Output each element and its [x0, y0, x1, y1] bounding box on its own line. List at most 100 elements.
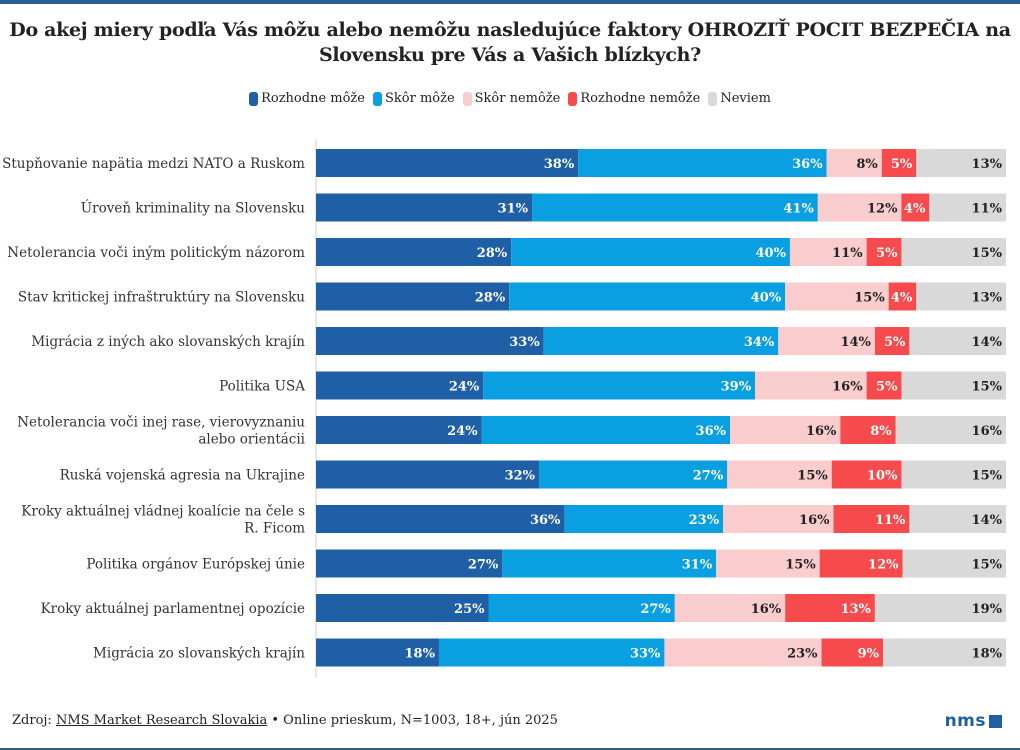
- bar-segment: [438, 638, 665, 667]
- legend: Rozhodne môže Skôr môže Skôr nemôže Rozhodn…: [0, 91, 1020, 106]
- bar-segment: [727, 460, 832, 489]
- data-label: 11%: [972, 202, 1003, 217]
- bar-segment: [840, 416, 896, 444]
- bar-segment: [755, 371, 867, 400]
- bar-segment: [716, 549, 820, 578]
- bar-segment: [881, 149, 917, 177]
- bar-segment: [316, 416, 482, 444]
- data-label: 15%: [854, 291, 885, 306]
- data-label: 24%: [447, 424, 478, 439]
- bar-segment: [901, 460, 1006, 489]
- bar-segment: [509, 282, 786, 311]
- bar-segment: [664, 638, 822, 667]
- legend-item: Skôr môže: [372, 91, 455, 106]
- data-label: 31%: [682, 558, 713, 573]
- data-label: 12%: [868, 558, 899, 573]
- data-label: 32%: [505, 469, 536, 484]
- bar-segment: [909, 327, 1006, 355]
- bar-segment: [564, 505, 724, 533]
- data-label: 23%: [689, 513, 720, 528]
- data-label: 28%: [477, 246, 508, 261]
- data-label: 19%: [972, 602, 1003, 617]
- legend-item: Rozhodne nemôže: [568, 91, 700, 106]
- data-label: 40%: [755, 246, 786, 261]
- category-label: Stupňovanie napätia medzi NATO a Ruskom: [2, 156, 305, 172]
- data-label: 31%: [498, 202, 529, 217]
- data-label: 15%: [972, 469, 1003, 484]
- logo-text: nms: [944, 711, 986, 731]
- data-label: 33%: [630, 647, 661, 662]
- data-label: 15%: [797, 469, 828, 484]
- category-label: Úroveň kriminality na Slovensku: [81, 200, 305, 217]
- bar-segment: [316, 505, 565, 533]
- bar-segment: [874, 327, 910, 355]
- data-label: 4%: [904, 202, 926, 217]
- legend-swatch: [372, 91, 382, 106]
- bar-segment: [316, 549, 503, 578]
- category-label: R. Ficom: [244, 521, 305, 537]
- legend-item: Skôr nemôže: [462, 91, 560, 106]
- data-label: 36%: [792, 157, 823, 172]
- data-label: 9%: [858, 647, 880, 662]
- data-label: 15%: [972, 380, 1003, 395]
- bar-segment: [819, 549, 903, 578]
- data-label: 27%: [640, 602, 671, 617]
- data-label: 14%: [972, 513, 1003, 528]
- bar-segment: [817, 193, 902, 222]
- category-label: alebo orientácii: [198, 432, 305, 448]
- bar-segment: [785, 594, 875, 622]
- data-label: 23%: [787, 647, 818, 662]
- data-label: 16%: [806, 424, 837, 439]
- data-label: 5%: [884, 335, 906, 350]
- bar-segment: [902, 549, 1006, 578]
- bar-segment: [901, 238, 1006, 266]
- bar-segment: [874, 594, 1006, 622]
- category-label: Ruská vojenská agresia na Ukrajine: [60, 468, 305, 484]
- bar-segment: [901, 371, 1006, 400]
- data-label: 11%: [832, 246, 863, 261]
- data-label: 28%: [475, 291, 506, 306]
- data-label: 12%: [867, 202, 898, 217]
- data-label: 41%: [783, 202, 814, 217]
- bar-segment: [789, 238, 867, 266]
- legend-label: Rozhodne môže: [261, 91, 365, 106]
- data-label: 16%: [799, 513, 830, 528]
- data-label: 25%: [454, 602, 485, 617]
- bar-segment: [866, 371, 902, 400]
- bar-segment: [888, 282, 917, 311]
- data-label: 24%: [449, 380, 480, 395]
- bar-segment: [481, 416, 730, 444]
- data-label: 8%: [856, 157, 878, 172]
- bar-segment: [316, 371, 484, 400]
- data-label: 27%: [468, 558, 499, 573]
- legend-item: Rozhodne môže: [249, 91, 365, 106]
- bottom-accent-bar: [0, 748, 1020, 750]
- data-label: 14%: [840, 335, 871, 350]
- footer-prefix: Zdroj:: [12, 713, 56, 728]
- bar-segment: [316, 193, 533, 222]
- data-label: 38%: [544, 157, 575, 172]
- bar-segment: [316, 594, 489, 622]
- bar-segment: [778, 327, 875, 355]
- bar-segment: [674, 594, 786, 622]
- bar-segment: [316, 460, 540, 489]
- bar-segment: [316, 149, 579, 177]
- bar-segment: [901, 193, 930, 222]
- legend-swatch: [708, 91, 718, 106]
- data-label: 8%: [870, 424, 892, 439]
- category-label: Migrácia z iných ako slovanských krajín: [31, 334, 305, 350]
- bar-segment: [316, 282, 510, 311]
- data-label: 13%: [972, 291, 1003, 306]
- bar-segment: [883, 638, 1006, 667]
- source-link[interactable]: NMS Market Research Slovakia: [55, 713, 268, 728]
- data-label: 40%: [751, 291, 782, 306]
- bar-segment: [511, 238, 790, 266]
- data-label: 11%: [875, 513, 906, 528]
- data-label: 36%: [530, 513, 561, 528]
- legend-label: Rozhodne nemôže: [580, 91, 701, 106]
- bar-segment: [483, 371, 756, 400]
- bar-segment: [543, 327, 779, 355]
- legend-label: Skôr môže: [384, 91, 455, 106]
- bar-segment: [916, 149, 1006, 177]
- category-label: Politika orgánov Európskej únie: [86, 557, 305, 573]
